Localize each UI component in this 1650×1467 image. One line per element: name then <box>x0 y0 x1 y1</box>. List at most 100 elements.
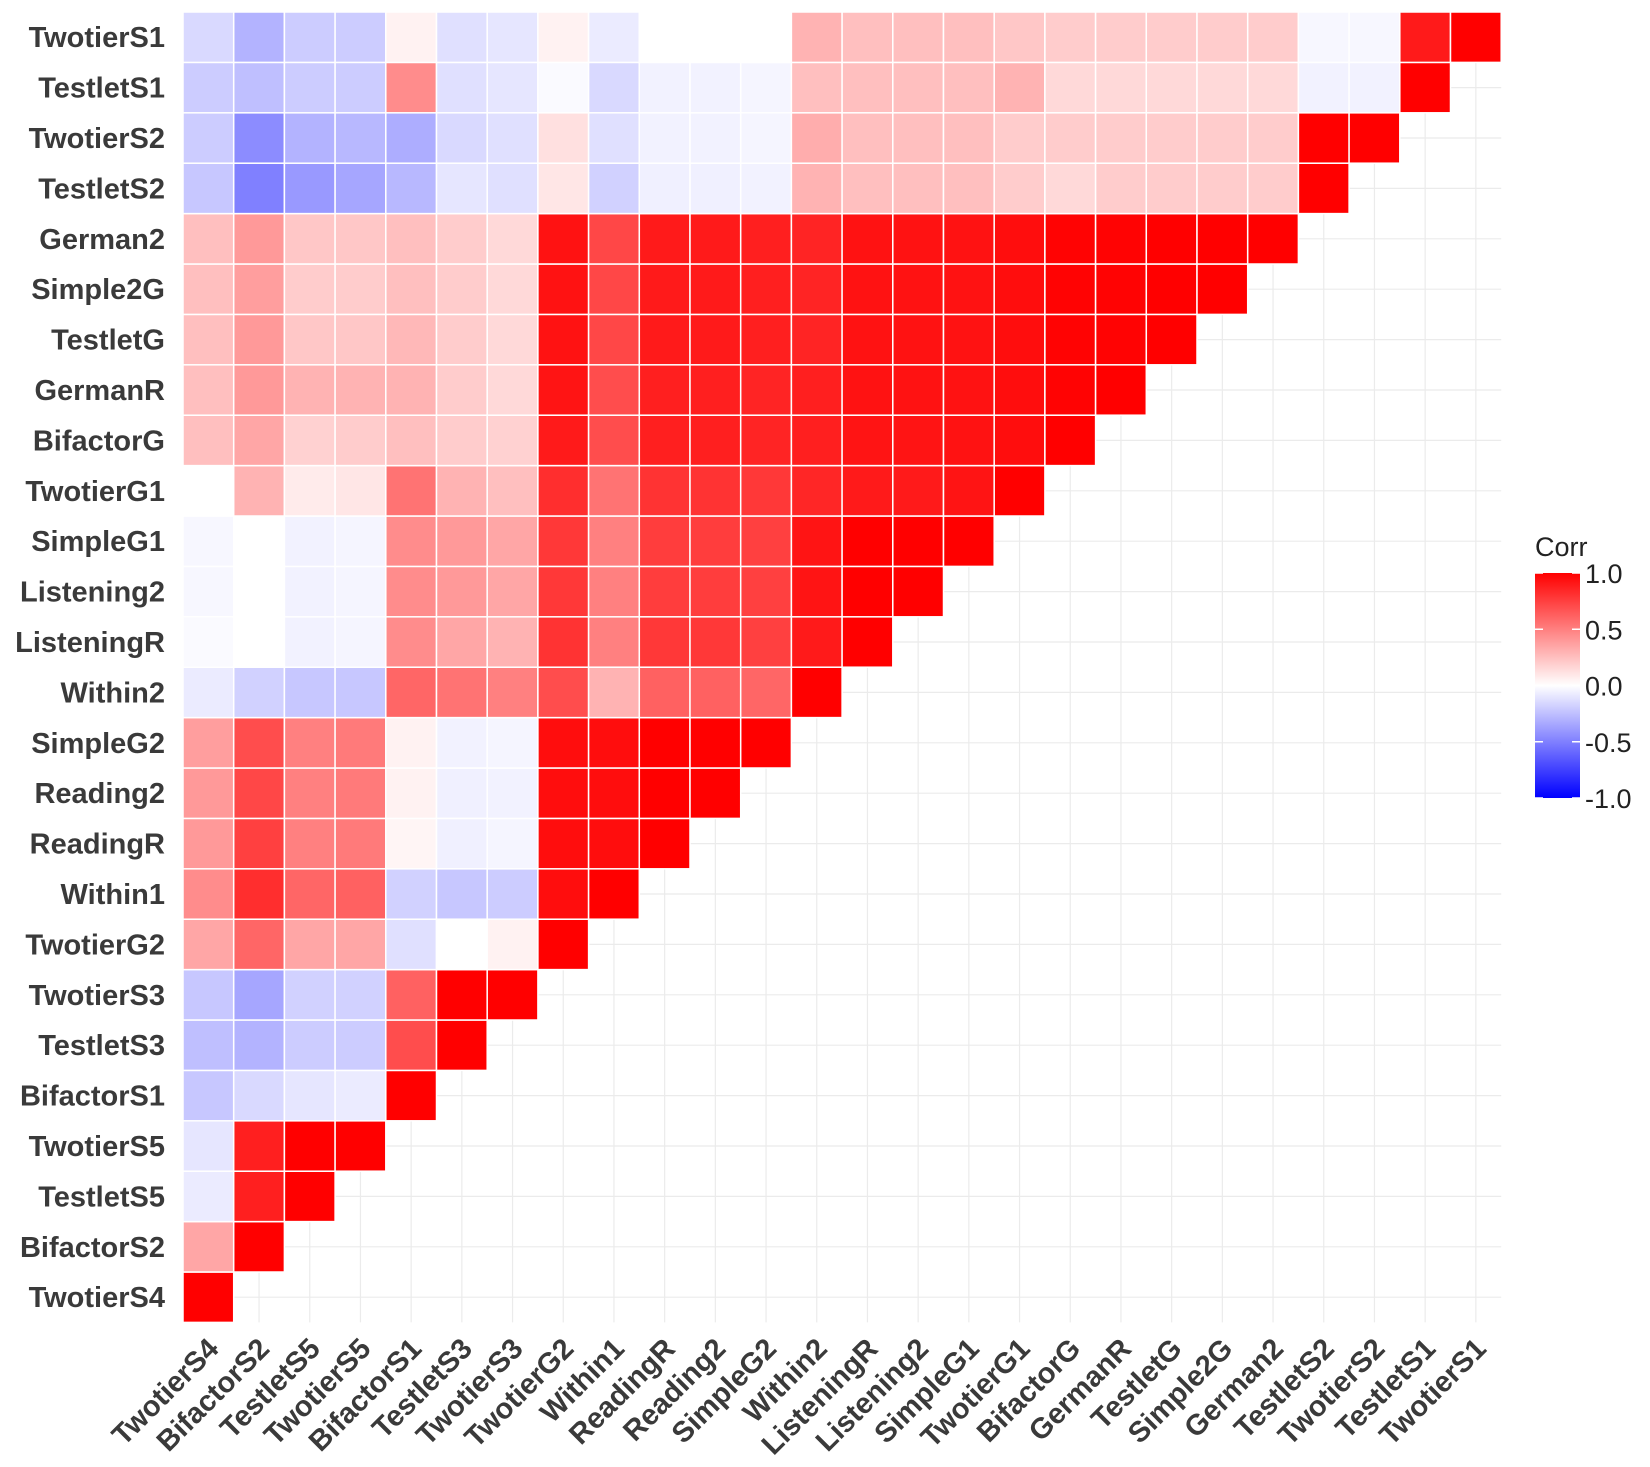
heatmap-cell-TwotierS2-BifactorS2 <box>232 112 286 164</box>
heatmap-cell-TestletG-TwotierG1 <box>993 313 1046 366</box>
heatmap-cell-ReadingR-TestletS5 <box>283 817 336 870</box>
heatmap-cell-SimpleG2-BifactorS1 <box>385 716 438 769</box>
heatmap-cell-SimpleG1-ListeningR <box>841 515 894 568</box>
heatmap-cell-TwotierS4-TwotierS4 <box>182 1271 235 1324</box>
heatmap-cell-TestletS1-Reading2 <box>689 61 742 114</box>
heatmap-cell-BifactorG-BifactorS2 <box>232 414 286 467</box>
heatmap-cell-GermanR-Within1 <box>587 364 641 416</box>
heatmap-cell-TwotierS1-German2 <box>1246 11 1300 64</box>
heatmap-cell-TestletS2-BifactorG <box>1044 162 1097 215</box>
heatmap-cell-German2-TestletG <box>1145 212 1198 265</box>
heatmap-cell-TestletG-TestletS3 <box>435 313 488 366</box>
heatmap-cell-TestletS2-Within2 <box>790 162 843 215</box>
heatmap-cell-Within1-TwotierS5 <box>334 868 387 920</box>
heatmap-cell-BifactorG-ListeningR <box>841 414 894 467</box>
heatmap-cell-BifactorG-ReadingR <box>638 414 691 467</box>
heatmap-cell-TestletS2-Reading2 <box>689 162 742 215</box>
heatmap-cell-TwotierS1-Simple2G <box>1196 11 1249 64</box>
heatmap-cell-SimpleG1-Within1 <box>587 515 641 568</box>
heatmap-cell-TwotierS2-TwotierG1 <box>993 112 1046 164</box>
heatmap-cell-SimpleG1-TwotierS4 <box>182 515 235 568</box>
heatmap-cell-TwotierG1-ListeningR <box>841 464 894 517</box>
heatmap-cell-TestletS2-TwotierS5 <box>334 162 387 215</box>
heatmap-cell-German2-TestletS3 <box>435 212 488 265</box>
heatmap-cell-TwotierS1-TestletS2 <box>1297 11 1350 64</box>
heatmap-cell-TwotierS2-GermanR <box>1094 112 1148 164</box>
heatmap-cell-TestletG-SimpleG1 <box>942 313 995 366</box>
heatmap-cell-TestletS2-German2 <box>1246 162 1300 215</box>
heatmap-cell-Within1-Within1 <box>587 868 641 920</box>
heatmap-cell-TwotierS1-SimpleG2 <box>739 11 793 64</box>
heatmap-cell-TestletS2-ReadingR <box>638 162 691 215</box>
heatmap-cell-TestletS3-TwotierS4 <box>182 1019 235 1072</box>
heatmap-cell-TestletG-TwotierG2 <box>537 313 590 366</box>
heatmap-cell-Reading2-TestletS5 <box>283 767 336 820</box>
y-tick-label-TestletS5: TestletS5 <box>38 1181 165 1213</box>
heatmap-cell-SimpleG2-Reading2 <box>689 716 742 769</box>
x-axis-tick-labels: TwotierS4BifactorS2TestletS5TwotierS5Bif… <box>106 1333 1493 1462</box>
heatmap-cell-BifactorG-TwotierS3 <box>486 414 539 467</box>
heatmap-cell-GermanR-TwotierS4 <box>182 364 235 416</box>
heatmap-cell-TwotierS1-TwotierG1 <box>993 11 1046 64</box>
heatmap-cell-German2-TestletS5 <box>283 212 336 265</box>
heatmap-cell-Within1-TwotierG2 <box>537 868 590 920</box>
heatmap-cell-SimpleG1-BifactorS2 <box>232 515 286 568</box>
heatmap-cell-ListeningR-Reading2 <box>689 616 742 668</box>
heatmap-cell-TestletS2-Listening2 <box>892 162 945 215</box>
heatmap-cell-ListeningR-SimpleG2 <box>739 616 793 668</box>
heatmap-cell-TestletS2-SimpleG2 <box>739 162 793 215</box>
heatmap-cell-TwotierG1-BifactorS1 <box>385 464 438 517</box>
heatmap-cell-ListeningR-BifactorS1 <box>385 616 438 668</box>
heatmap-cell-BifactorS1-BifactorS2 <box>232 1069 286 1122</box>
heatmap-cell-TestletG-BifactorS1 <box>385 313 438 366</box>
heatmap-cell-TwotierS1-TwotierS1 <box>1449 11 1502 64</box>
heatmap-cell-Simple2G-Within1 <box>587 263 641 316</box>
heatmap-cell-Simple2G-Listening2 <box>892 263 945 316</box>
heatmap-cell-TwotierG1-Listening2 <box>892 464 945 517</box>
heatmap-cell-ListeningR-TwotierS5 <box>334 616 387 668</box>
heatmap-cell-TestletG-Within2 <box>790 313 843 366</box>
heatmap-cell-TwotierS1-TwotierS2 <box>1348 11 1401 64</box>
heatmap-cell-BifactorG-TwotierS4 <box>182 414 235 467</box>
heatmap-cell-Reading2-TwotierS5 <box>334 767 387 820</box>
heatmap-cell-TwotierG2-TwotierS4 <box>182 918 235 971</box>
heatmap-cell-TwotierS2-TwotierS2 <box>1348 112 1401 164</box>
heatmap-cell-Within2-Within2 <box>790 666 843 719</box>
y-tick-label-BifactorS1: BifactorS1 <box>20 1081 165 1113</box>
heatmap-cell-Reading2-TwotierS3 <box>486 767 539 820</box>
heatmap-cell-TwotierG1-SimpleG1 <box>942 464 995 517</box>
heatmap-cell-GermanR-TestletS3 <box>435 364 488 416</box>
heatmap-cell-BifactorS2-TwotierS4 <box>182 1220 235 1273</box>
heatmap-cell-TestletG-TwotierS3 <box>486 313 539 366</box>
heatmap-cell-Reading2-BifactorS2 <box>232 767 286 820</box>
heatmap-cell-German2-ListeningR <box>841 212 894 265</box>
heatmap-cell-ReadingR-TwotierS3 <box>486 817 539 870</box>
heatmap-cell-TwotierS1-TwotierS3 <box>486 11 539 64</box>
y-tick-label-BifactorG: BifactorG <box>33 425 165 457</box>
heatmap-cell-ListeningR-TwotierS3 <box>486 616 539 668</box>
heatmap-cell-TwotierS2-TestletS3 <box>435 112 488 164</box>
heatmap-cell-TwotierS2-ListeningR <box>841 112 894 164</box>
y-tick-label-TwotierS4: TwotierS4 <box>29 1282 165 1314</box>
heatmap-cell-SimpleG1-TwotierS5 <box>334 515 387 568</box>
y-tick-label-TwotierS2: TwotierS2 <box>29 123 165 155</box>
heatmap-cell-TwotierS1-Within2 <box>790 11 843 64</box>
heatmap-cell-SimpleG1-TestletS3 <box>435 515 488 568</box>
heatmap-cell-SimpleG1-TestletS5 <box>283 515 336 568</box>
y-tick-label-SimpleG2: SimpleG2 <box>31 728 165 760</box>
heatmap-cell-TestletS2-TwotierG1 <box>993 162 1046 215</box>
heatmap-cell-TestletS2-GermanR <box>1094 162 1148 215</box>
heatmap-cell-TestletG-Reading2 <box>689 313 742 366</box>
heatmap-cell-German2-Within1 <box>587 212 641 265</box>
heatmap-cell-TwotierS3-TwotierS4 <box>182 968 235 1021</box>
heatmap-cell-SimpleG1-Reading2 <box>689 515 742 568</box>
heatmap-cell-TestletS2-TestletS5 <box>283 162 336 215</box>
heatmap-cell-BifactorG-SimpleG1 <box>942 414 995 467</box>
heatmap-cell-TwotierS1-BifactorS2 <box>232 11 286 64</box>
heatmap-cell-Simple2G-TestletS5 <box>283 263 336 316</box>
heatmap-cell-TestletS1-ReadingR <box>638 61 691 114</box>
y-tick-label-TwotierG2: TwotierG2 <box>25 929 165 961</box>
heatmap-cell-TwotierS1-Within1 <box>587 11 641 64</box>
heatmap-cell-Within2-TwotierS5 <box>334 666 387 719</box>
